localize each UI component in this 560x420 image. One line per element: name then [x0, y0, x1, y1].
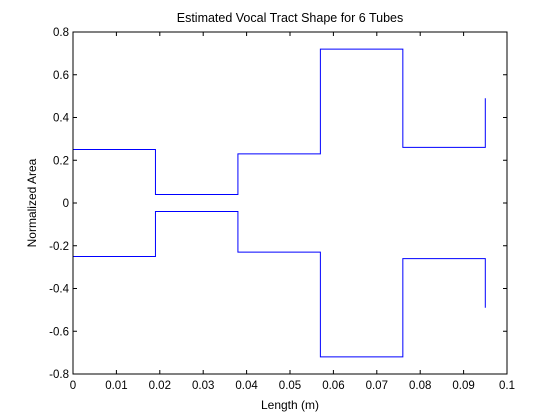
x-tick-label: 0.01 [105, 380, 127, 392]
x-axis-label: Length (m) [261, 398, 319, 412]
y-tick-label: 0.6 [53, 70, 69, 82]
y-tick-label: 0.2 [53, 155, 69, 167]
x-tick-label: 0.03 [192, 380, 214, 392]
y-tick-label: -0.6 [49, 326, 69, 338]
series-layer [73, 48, 486, 358]
plot-frame [72, 31, 508, 375]
series-line-2 [73, 211, 486, 358]
ticks-layer: 0 0.01 0.02 0.03 0.04 0.05 0.06 0.07 0.08 0.09 0.1… [49, 27, 515, 392]
x-tick-label: 0.02 [149, 380, 171, 392]
y-tick-label: -0.4 [49, 284, 69, 296]
y-tick-label: -0.8 [49, 369, 69, 381]
y-axis-label: Normalized Area [25, 158, 39, 247]
x-tick-label: 0 [70, 380, 76, 392]
x-tick-label: 0.04 [235, 380, 258, 392]
y-tick-label: 0.8 [53, 27, 69, 39]
x-tick-label: 0.1 [499, 380, 515, 392]
series-line-1 [73, 48, 486, 195]
plot-area [73, 32, 507, 374]
chart-title: Estimated Vocal Tract Shape for 6 Tubes [177, 11, 404, 25]
y-tick-label: -0.2 [49, 241, 69, 253]
x-tick-label: 0.08 [409, 380, 431, 392]
x-tick-label: 0.09 [452, 380, 474, 392]
y-tick-label: 0 [63, 198, 69, 210]
x-tick-label: 0.06 [322, 380, 344, 392]
y-tick-label: 0.4 [53, 113, 70, 125]
x-tick-label: 0.05 [279, 380, 301, 392]
x-tick-label: 0.07 [366, 380, 388, 392]
